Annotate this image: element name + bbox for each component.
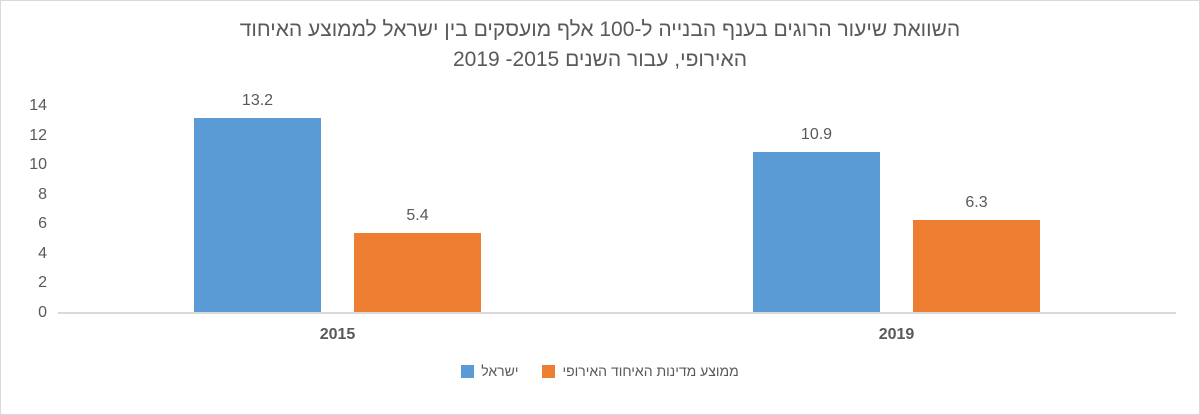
bar-value-label: 5.4: [406, 207, 429, 225]
y-axis-tick-label: 0: [38, 304, 47, 321]
legend-item-0: ישראל: [461, 361, 518, 381]
y-axis-tick-label: 8: [38, 185, 47, 203]
legend-swatch-icon: [542, 364, 556, 378]
bar-2015-series-1: [354, 233, 481, 313]
legend: ישראל ממוצע מדינות האיחוד האירופי: [1, 361, 1199, 381]
chart-title-line-1: השוואת שיעור הרוגים בענף הבנייה ל-100 אל…: [239, 18, 961, 41]
legend-swatch-icon: [461, 364, 475, 378]
chart-title: השוואת שיעור הרוגים בענף הבנייה ל-100 אל…: [1, 15, 1199, 75]
legend-item-1: ממוצע מדינות האיחוד האירופי: [542, 361, 739, 381]
bar-value-label: 10.9: [800, 125, 833, 143]
bar-2019-series-0: [753, 151, 880, 313]
y-axis-tick-label: 10: [29, 156, 47, 174]
x-axis-line: [58, 312, 1176, 314]
legend-label: ממוצע מדינות האיחוד האירופי: [562, 363, 739, 379]
y-axis-tick-label: 2: [38, 274, 47, 292]
bar-2019-series-1: [913, 219, 1040, 313]
chart-title-line-2: האירופי, עבור השנים 2015- 2019: [452, 48, 748, 71]
bar-value-label: 13.2: [241, 91, 274, 109]
x-axis-category-label: 2019: [878, 326, 915, 343]
bar-2015-series-0: [194, 117, 321, 313]
legend-label: ישראל: [481, 363, 519, 379]
bar-value-label: 6.3: [965, 193, 988, 211]
y-axis-tick-label: 12: [29, 126, 47, 144]
y-axis-tick-label: 14: [29, 97, 47, 114]
x-axis-category-label: 2015: [319, 326, 356, 343]
y-axis-tick-label: 4: [38, 244, 47, 262]
y-axis-tick-label: 6: [38, 215, 47, 233]
